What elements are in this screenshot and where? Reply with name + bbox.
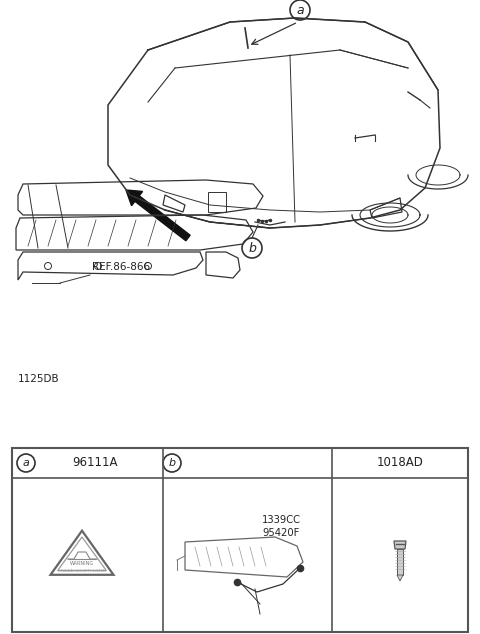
FancyArrow shape [126, 190, 190, 241]
Text: b: b [248, 242, 256, 254]
Text: HYUNDAI SECURITY SYSTEM: HYUNDAI SECURITY SYSTEM [58, 569, 106, 573]
Bar [397, 549, 403, 575]
Polygon shape [394, 541, 406, 549]
Text: REF.86-866: REF.86-866 [92, 262, 150, 272]
Text: a: a [296, 4, 304, 16]
Text: 1125DB: 1125DB [18, 374, 60, 384]
Text: a: a [23, 458, 29, 468]
Text: WARNING: WARNING [70, 560, 94, 566]
Bar [208, 192, 226, 212]
Text: b: b [168, 458, 176, 468]
Text: 1339CC: 1339CC [262, 515, 301, 525]
Bar [12, 448, 468, 632]
Text: 95420F: 95420F [262, 528, 300, 538]
Text: 96111A: 96111A [72, 456, 118, 470]
Polygon shape [397, 575, 403, 581]
Text: 1018AD: 1018AD [377, 456, 423, 470]
